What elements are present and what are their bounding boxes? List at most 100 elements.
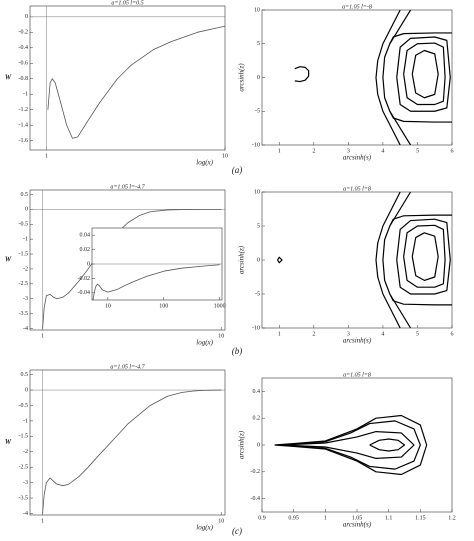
y-tick-label: -2.5 — [19, 465, 29, 471]
y-tick-label: 0 — [87, 261, 90, 267]
y-tick-label: 0.4 — [253, 389, 261, 395]
y-tick-label: -5 — [255, 291, 260, 297]
series-line — [47, 25, 225, 139]
x-tick-label: 3 — [347, 331, 350, 337]
x-tick-label: 1.15 — [415, 515, 426, 521]
x-tick-label: 4 — [381, 148, 384, 154]
y-tick-label: -1.2 — [19, 107, 29, 113]
x-tick-label: 5 — [416, 331, 419, 337]
y-tick-label: 0 — [257, 442, 260, 448]
y-tick-label: -2 — [23, 266, 28, 272]
y-tick-label: 0 — [257, 75, 260, 81]
x-axis-label: log(x) — [196, 339, 213, 347]
y-tick-label: -1 — [23, 237, 28, 243]
y-axis-label: W — [5, 74, 12, 82]
y-tick-label: 5 — [257, 223, 260, 229]
plot-area — [29, 5, 226, 151]
chart-title: a=1.05 l=-8 — [342, 4, 372, 10]
x-axis-label: arcsinh(s) — [343, 154, 372, 162]
series-line — [294, 66, 310, 83]
x-axis-label: arcsinh(s) — [343, 521, 372, 529]
x-tick-label: 10 — [218, 333, 224, 339]
y-tick-label: -5 — [255, 109, 260, 115]
x-tick-label: 4 — [381, 331, 384, 337]
series-line — [396, 218, 451, 295]
y-tick-label: -4 — [23, 326, 28, 332]
chart-title: a=1.05 l=-4.7 — [110, 183, 145, 190]
y-tick-label: -4 — [23, 511, 28, 517]
series-line — [403, 224, 446, 288]
y-tick-label: -0.4 — [19, 45, 29, 51]
y-axis-label: arcsinh(z) — [238, 63, 246, 92]
y-tick-label: -3.5 — [19, 495, 29, 501]
y-tick-label: -0.04 — [78, 290, 91, 296]
y-tick-label: 0 — [25, 14, 28, 20]
series-line — [389, 32, 452, 45]
panel-label: (c) — [232, 526, 242, 536]
x-tick-label: 10 — [218, 518, 224, 524]
y-tick-label: -10 — [252, 142, 260, 148]
y-tick-label: -3 — [23, 480, 28, 486]
x-axis-label: log(x) — [196, 159, 213, 167]
y-tick-label: -2.5 — [19, 281, 29, 287]
series-line — [42, 208, 222, 329]
chart-title: a=1.05 l=0.5 — [111, 0, 143, 6]
x-tick-label: 1000 — [214, 303, 226, 309]
x-tick-label: 0.95 — [288, 515, 299, 521]
y-tick-label: -1 — [23, 418, 28, 424]
panel: 0.4 0.2 0 -0.2 -0.4 0.9 0.95 1 1.05 1.1 1.15 1.2 a=1… — [238, 372, 456, 528]
y-axis-label: W — [5, 256, 12, 264]
chart-title: a=1.05 l=-4.7 — [110, 363, 145, 370]
x-tick-label: 6 — [451, 148, 454, 154]
y-tick-label: 0 — [25, 207, 28, 213]
x-tick-label: 1.05 — [352, 515, 363, 521]
y-tick-label: 0.5 — [21, 192, 29, 198]
y-tick-label: -1.6 — [19, 138, 29, 144]
y-tick-label: -2 — [23, 449, 28, 455]
series-line — [403, 42, 446, 106]
y-axis-label: W — [5, 438, 12, 446]
y-tick-label: -1.4 — [19, 123, 29, 129]
y-tick-label: 5 — [257, 41, 260, 47]
y-tick-label: -0.5 — [19, 222, 29, 228]
y-tick-label: -1.5 — [19, 251, 29, 257]
y-tick-label: -1.5 — [19, 434, 29, 440]
y-tick-label: -0.2 — [251, 469, 261, 475]
series-line — [411, 49, 439, 99]
series-line — [42, 389, 222, 514]
y-tick-label: 0.5 — [21, 372, 29, 378]
panel: 10 5 0 -5 -10 1 2 3 4 5 6 a=1.05 l=8 arcsinh(s) arcsi… — [238, 186, 454, 344]
x-tick-label: 6 — [451, 331, 454, 337]
y-tick-label: -1 — [23, 92, 28, 98]
x-tick-label: 1 — [41, 333, 44, 339]
series-line — [369, 438, 406, 452]
chart-title: a=1.05 l=8 — [343, 372, 371, 378]
series-line — [277, 256, 283, 264]
series-line — [277, 420, 421, 470]
y-tick-label: 0 — [25, 387, 28, 393]
x-tick-label: 1 — [41, 518, 44, 524]
y-axis-label: arcsinh(z) — [238, 430, 246, 459]
plot-area — [261, 191, 453, 329]
x-tick-label: 0.9 — [258, 515, 266, 521]
panel: 0.5 0 -0.5 -1 -1.5 -2 -2.5 -3 -3.5 -4 1 10 a=1.05 l=… — [5, 363, 226, 532]
series-line — [382, 192, 412, 328]
panel-label: (b) — [232, 346, 243, 356]
y-tick-label: 10 — [254, 189, 260, 195]
y-tick-label: -0.2 — [19, 30, 29, 36]
series-line — [375, 192, 401, 328]
y-tick-label: -0.5 — [19, 403, 29, 409]
x-tick-label: 1 — [278, 331, 281, 337]
x-tick-label: 3 — [347, 148, 350, 154]
y-tick-label: -0.4 — [251, 496, 261, 502]
y-tick-label: 0.02 — [80, 247, 91, 253]
x-tick-label: 1.2 — [448, 515, 456, 521]
series-line — [389, 110, 452, 123]
y-tick-label: 0 — [257, 257, 260, 263]
series-line — [280, 431, 415, 459]
x-tick-label: 1 — [45, 153, 48, 159]
y-tick-label: 0.04 — [80, 233, 91, 239]
x-tick-label: 100 — [159, 303, 168, 309]
x-axis-label: arcsinh(s) — [343, 337, 372, 345]
